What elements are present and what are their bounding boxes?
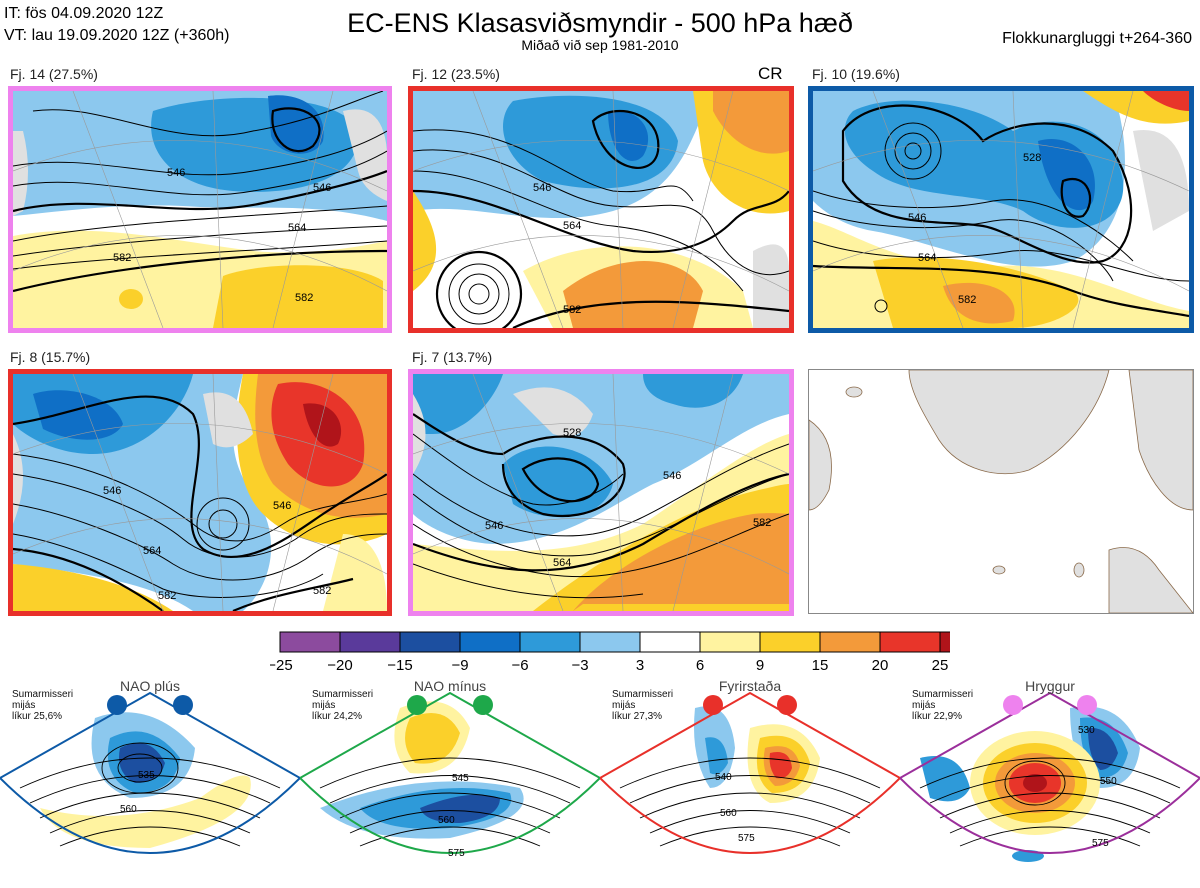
- regime-name: NAO plús: [120, 678, 180, 694]
- colorbar-segment: [879, 631, 941, 653]
- contour-label: 546: [663, 470, 681, 482]
- contour-label: 528: [1023, 152, 1041, 164]
- colorbar-segment: [459, 631, 521, 653]
- cluster-label-5: Fj. 7 (13.7%): [412, 349, 493, 365]
- colorbar-segment: [579, 631, 641, 653]
- regime-name: Fyrirstaða: [718, 678, 782, 694]
- contour-label: 582: [753, 517, 771, 529]
- contour-label: 575: [738, 833, 755, 844]
- page-title: EC-ENS Klasasviðsmyndir - 500 hPa hæð: [347, 8, 853, 38]
- regime-dot: [173, 695, 193, 715]
- contour-label: 564: [553, 557, 571, 569]
- regime-note: Sumarmisseri mijás líkur 24,2%: [312, 689, 374, 722]
- cluster-map-4: 546 546 564 582 582: [8, 369, 392, 616]
- page-subtitle: Miðað við sep 1981-2010: [521, 37, 679, 53]
- contour-label: 535: [138, 770, 155, 781]
- colorbar-tick-label: 25: [932, 657, 949, 674]
- colorbar-segment: [279, 631, 341, 653]
- regime-dot: [1077, 695, 1097, 715]
- cluster-label-4: Fj. 8 (15.7%): [10, 349, 91, 365]
- contour-label: 564: [143, 545, 161, 557]
- contour-label: 545: [452, 773, 469, 784]
- colorbar-segment: [519, 631, 581, 653]
- header-info: IT: fös 04.09.2020 12Z VT: lau 19.09.202…: [4, 3, 230, 47]
- colorbar-tick-label: 3: [636, 657, 644, 674]
- contour-label: 528: [563, 427, 581, 439]
- regime-dot: [703, 695, 723, 715]
- colorbar-tick-label: −20: [327, 657, 352, 674]
- colorbar-tick-label: −3: [571, 657, 588, 674]
- contour-label: 546: [313, 182, 331, 194]
- contour-label: 575: [448, 848, 465, 859]
- contour-label: 575: [1092, 838, 1109, 849]
- contour-label: 550: [1100, 776, 1117, 787]
- regime-blocking: 540 560 575 Fyrirstaða Sumarmisseri mijás…: [600, 678, 900, 888]
- colorbar-segment: [759, 631, 821, 653]
- regime-dot: [1003, 695, 1023, 715]
- contour-label: 546: [103, 485, 121, 497]
- colorbar-tick-label: −9: [451, 657, 468, 674]
- regime-note: Sumarmisseri mijás líkur 22,9%: [912, 689, 974, 722]
- colorbar-segment: [699, 631, 761, 653]
- contour-label: 560: [720, 808, 737, 819]
- colorbar-segment: [939, 631, 950, 653]
- regime-note: Sumarmisseri mijás líkur 25,6%: [12, 689, 74, 722]
- colorbar-tick-label: 20: [872, 657, 889, 674]
- cluster-map-3: 528 546 564 582: [808, 86, 1194, 333]
- contour-label: 582: [563, 304, 581, 316]
- contour-label: 582: [113, 252, 131, 264]
- cluster-map-1: 546 546 564 582 582: [8, 86, 392, 333]
- regime-dot: [107, 695, 127, 715]
- contour-label: 560: [438, 815, 455, 826]
- contour-label: 582: [313, 585, 331, 597]
- contour-label: 564: [563, 220, 581, 232]
- colorbar-segment: [399, 631, 461, 653]
- colorbar-tick-label: −25: [270, 657, 293, 674]
- contour-label: 546: [533, 182, 551, 194]
- contour-label: 560: [120, 804, 137, 815]
- contour-label: 546: [273, 500, 291, 512]
- contour-label: 582: [158, 590, 176, 602]
- cluster-label-2: Fj. 12 (23.5%): [412, 66, 500, 82]
- regime-dot: [777, 695, 797, 715]
- cr-label: CR: [758, 64, 783, 83]
- regime-note: Sumarmisseri mijás líkur 27,3%: [612, 689, 674, 722]
- cluster-label-3: Fj. 10 (19.6%): [812, 66, 900, 82]
- colorbar-segments: [279, 631, 950, 653]
- header-title-block: EC-ENS Klasasviðsmyndir - 500 hPa hæð Mi…: [300, 8, 900, 52]
- contour-label: 582: [295, 292, 313, 304]
- contour-label: 546: [485, 520, 503, 532]
- contour-label: 540: [715, 772, 732, 783]
- colorbar: −25 −20 −15 −9 −6 −3 3 6 9 15 20 25: [270, 631, 950, 674]
- regime-nao-plus: 535 560 NAO plús Sumarmisseri mijás líkur …: [0, 678, 300, 888]
- colorbar-tick-label: −15: [387, 657, 412, 674]
- regime-dot: [407, 695, 427, 715]
- colorbar-ticks: −25 −20 −15 −9 −6 −3 3 6 9 15 20 25: [270, 657, 948, 674]
- cluster-label-1: Fj. 14 (27.5%): [10, 66, 98, 82]
- cluster-map-2: 546 564 582: [408, 86, 794, 333]
- contour-label: 582: [958, 294, 976, 306]
- colorbar-tick-label: −6: [511, 657, 528, 674]
- valid-time: VT: lau 19.09.2020 12Z (+360h): [4, 27, 230, 44]
- land-mask-map: [808, 369, 1194, 614]
- colorbar-tick-label: 15: [812, 657, 829, 674]
- contour-label: 564: [918, 252, 936, 264]
- init-time: IT: fös 04.09.2020 12Z: [4, 5, 164, 22]
- regime-name: Hryggur: [1025, 678, 1075, 694]
- contour-label: 546: [908, 212, 926, 224]
- contour-label: 564: [288, 222, 306, 234]
- regime-ridge: 530 550 575 Hryggur Sumarmisseri mijás lík…: [900, 678, 1200, 888]
- cluster-map-5: 528 546 546 564 582: [408, 369, 794, 616]
- contour-label: 530: [1078, 725, 1095, 736]
- colorbar-segment: [639, 631, 701, 653]
- classification-window: Flokkunargluggi t+264-360: [1002, 30, 1192, 47]
- colorbar-segment: [819, 631, 881, 653]
- colorbar-tick-label: 6: [696, 657, 704, 674]
- regime-name: NAO mínus: [413, 678, 487, 694]
- regime-nao-minus: 545 560 575 NAO mínus Sumarmisseri mijás l…: [300, 678, 600, 888]
- colorbar-tick-label: 9: [756, 657, 764, 674]
- regime-dot: [473, 695, 493, 715]
- colorbar-segment: [339, 631, 401, 653]
- contour-label: 546: [167, 167, 185, 179]
